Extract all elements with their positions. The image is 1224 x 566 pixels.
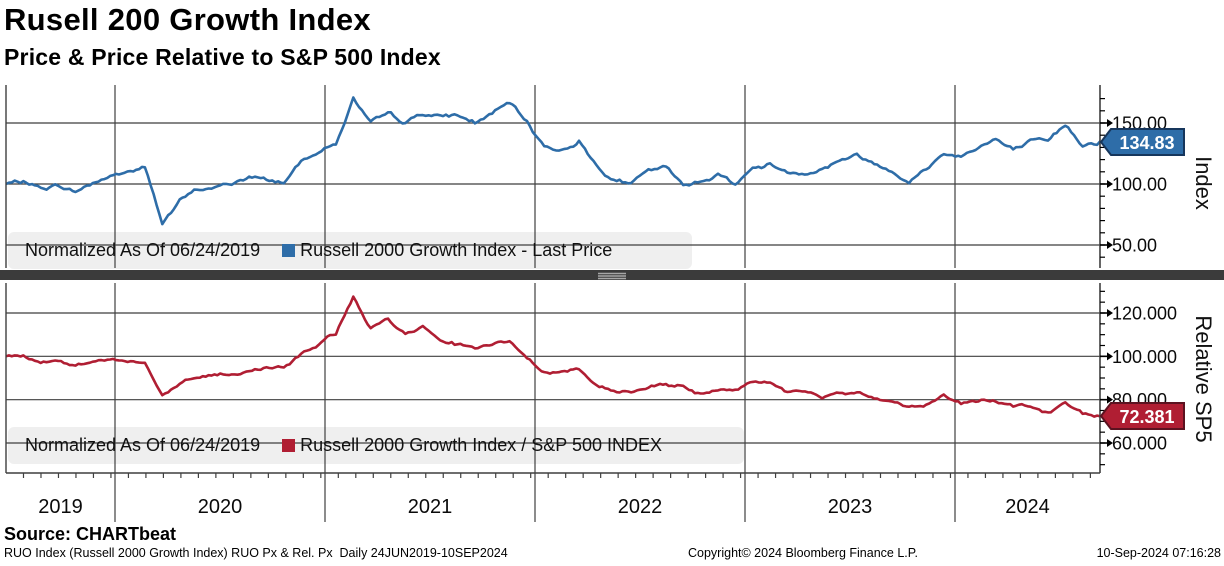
footnote-description: RUO Index (Russell 2000 Growth Index) RU… (4, 546, 508, 560)
normalized-label-top: Normalized As Of 06/24/2019 (25, 240, 261, 260)
last-price-flag-index (1099, 128, 1185, 156)
last-price-value-relative: 72.381 (1119, 407, 1174, 427)
y-tick-label: 100.000 (1112, 347, 1177, 367)
series-swatch-blue (282, 244, 296, 257)
legend-top: Normalized As Of 06/24/2019 Russell 2000… (8, 232, 692, 269)
page-subtitle: Price & Price Relative to S&P 500 Index (4, 44, 441, 70)
series-line-bottom (6, 295, 1100, 418)
page-title: Rusell 200 Growth Index (4, 2, 371, 37)
footnote-copyright: Copyright© 2024 Bloomberg Finance L.P. (688, 546, 918, 560)
x-tick-label-year: 2024 (1005, 496, 1050, 518)
source-label: Source: CHARTbeat (4, 524, 177, 544)
series-swatch-red (282, 439, 296, 452)
y-tick-label: 120.000 (1112, 304, 1177, 324)
y-tick-label: 100.00 (1112, 175, 1167, 195)
y-axis-title-relative: Relative SP5 (1191, 315, 1216, 443)
series-label-bottom[interactable]: Russell 2000 Growth Index / S&P 500 INDE… (300, 435, 662, 455)
y-axis-title-index: Index (1191, 156, 1216, 210)
footnote-timestamp: 10-Sep-2024 07:16:28 (1096, 546, 1221, 560)
y-tick-label: 50.00 (1112, 236, 1157, 256)
panel-splitter[interactable] (0, 270, 1224, 280)
y-tick-label: 60.000 (1112, 434, 1167, 454)
last-price-flag-relative (1099, 402, 1185, 430)
series-label-top[interactable]: Russell 2000 Growth Index - Last Price (300, 240, 613, 260)
x-tick-label-year: 2023 (828, 496, 873, 518)
series-line-top (6, 96, 1100, 226)
x-tick-label-year: 2021 (408, 496, 453, 518)
x-tick-label-year: 2019 (38, 496, 83, 518)
x-tick-label-year: 2020 (198, 496, 243, 518)
normalized-label-bottom: Normalized As Of 06/24/2019 (25, 435, 261, 455)
x-tick-label-year: 2022 (618, 496, 663, 518)
last-price-value-index: 134.83 (1119, 133, 1174, 153)
legend-bottom: Normalized As Of 06/24/2019 Russell 2000… (8, 427, 744, 464)
legend-background-bottom (8, 427, 744, 464)
legend-background-top (8, 232, 692, 269)
footnote-bar: RUO Index (Russell 2000 Growth Index) RU… (0, 546, 1224, 564)
